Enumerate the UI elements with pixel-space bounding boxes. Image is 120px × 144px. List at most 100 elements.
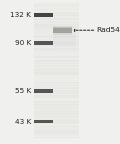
- Bar: [34, 110, 79, 111]
- Bar: [34, 49, 79, 50]
- Bar: [34, 25, 79, 26]
- Bar: [53, 30, 76, 33]
- Bar: [34, 11, 79, 12]
- Bar: [34, 120, 79, 121]
- Bar: [34, 40, 79, 41]
- Bar: [53, 37, 76, 39]
- Bar: [34, 44, 79, 46]
- Bar: [34, 23, 79, 24]
- Bar: [34, 89, 53, 93]
- Bar: [34, 4, 79, 5]
- Bar: [34, 5, 79, 6]
- Bar: [34, 93, 79, 94]
- Bar: [34, 41, 53, 45]
- Bar: [34, 54, 79, 55]
- Bar: [34, 81, 79, 82]
- Bar: [34, 10, 79, 11]
- Bar: [53, 28, 76, 31]
- Bar: [53, 41, 76, 44]
- Bar: [53, 40, 76, 43]
- Bar: [34, 26, 79, 28]
- Bar: [34, 130, 79, 131]
- Bar: [34, 20, 79, 21]
- Bar: [34, 94, 79, 95]
- Bar: [34, 112, 79, 113]
- Bar: [34, 121, 79, 122]
- Bar: [34, 41, 79, 42]
- Bar: [34, 52, 79, 54]
- Bar: [53, 39, 76, 41]
- Bar: [34, 13, 53, 17]
- Bar: [34, 21, 79, 22]
- Bar: [53, 42, 76, 45]
- Bar: [34, 57, 79, 58]
- Bar: [34, 82, 79, 83]
- Bar: [34, 12, 79, 13]
- Bar: [34, 31, 79, 32]
- Bar: [34, 134, 79, 135]
- Bar: [34, 108, 79, 109]
- Bar: [34, 122, 79, 124]
- Bar: [34, 35, 79, 37]
- Bar: [34, 125, 79, 126]
- Text: Rad54B: Rad54B: [96, 27, 120, 33]
- Text: 90 K: 90 K: [15, 40, 31, 46]
- Bar: [34, 90, 79, 91]
- Bar: [34, 64, 79, 65]
- Bar: [34, 128, 79, 129]
- Bar: [34, 38, 79, 39]
- Bar: [34, 22, 79, 23]
- Bar: [34, 42, 79, 43]
- Bar: [34, 105, 79, 107]
- Bar: [34, 119, 79, 120]
- Bar: [34, 123, 79, 125]
- Bar: [53, 43, 76, 46]
- Bar: [34, 48, 79, 49]
- Bar: [34, 24, 79, 25]
- Bar: [34, 69, 79, 71]
- Bar: [34, 76, 79, 77]
- Bar: [34, 92, 79, 93]
- Bar: [53, 33, 76, 35]
- Bar: [34, 137, 79, 138]
- Bar: [34, 59, 79, 60]
- Bar: [34, 37, 79, 38]
- Bar: [53, 32, 76, 34]
- Bar: [34, 66, 79, 67]
- Bar: [34, 29, 79, 30]
- Bar: [34, 74, 79, 75]
- Bar: [34, 103, 79, 104]
- Bar: [53, 27, 76, 30]
- Bar: [34, 84, 79, 85]
- Bar: [34, 109, 79, 110]
- Bar: [34, 95, 79, 96]
- Bar: [34, 46, 79, 47]
- Bar: [34, 50, 79, 51]
- Bar: [34, 113, 79, 115]
- Bar: [34, 99, 79, 100]
- Bar: [34, 58, 79, 59]
- Bar: [34, 56, 79, 57]
- Bar: [34, 136, 79, 137]
- Bar: [53, 27, 72, 33]
- Bar: [53, 38, 76, 40]
- Bar: [34, 86, 79, 88]
- Bar: [34, 7, 79, 8]
- Bar: [34, 78, 79, 80]
- Bar: [34, 60, 79, 61]
- Bar: [34, 32, 79, 33]
- Bar: [34, 79, 79, 81]
- Bar: [53, 29, 76, 32]
- Bar: [34, 28, 79, 29]
- Bar: [53, 46, 76, 49]
- Bar: [34, 39, 79, 40]
- Bar: [34, 62, 79, 64]
- Text: 132 K: 132 K: [10, 12, 31, 18]
- Bar: [53, 35, 76, 37]
- Bar: [34, 19, 79, 20]
- Bar: [53, 28, 72, 33]
- Bar: [34, 34, 79, 36]
- Bar: [34, 15, 79, 16]
- Bar: [34, 55, 79, 56]
- Bar: [53, 44, 76, 47]
